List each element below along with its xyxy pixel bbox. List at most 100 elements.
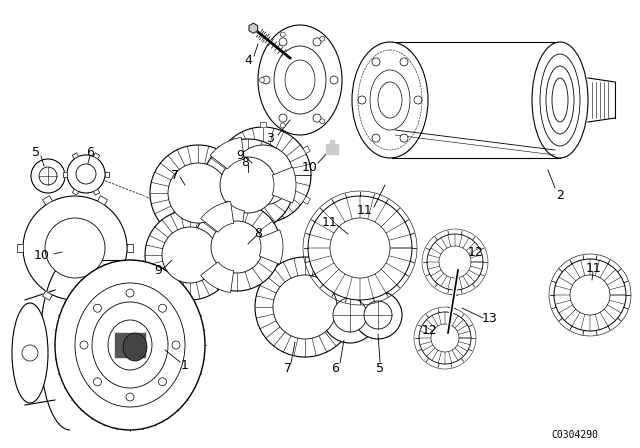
Ellipse shape bbox=[322, 287, 378, 343]
Circle shape bbox=[279, 38, 287, 46]
Ellipse shape bbox=[370, 70, 410, 130]
Text: 10: 10 bbox=[34, 249, 50, 262]
Ellipse shape bbox=[220, 157, 276, 213]
Circle shape bbox=[279, 114, 287, 122]
Ellipse shape bbox=[352, 42, 428, 158]
Ellipse shape bbox=[258, 25, 342, 135]
Ellipse shape bbox=[233, 145, 293, 205]
Circle shape bbox=[427, 234, 483, 290]
Polygon shape bbox=[222, 145, 227, 149]
Circle shape bbox=[80, 341, 88, 349]
Circle shape bbox=[39, 167, 57, 185]
Circle shape bbox=[93, 304, 102, 312]
Circle shape bbox=[414, 96, 422, 104]
Polygon shape bbox=[17, 244, 23, 252]
Text: 4: 4 bbox=[244, 53, 252, 66]
Ellipse shape bbox=[55, 260, 205, 430]
Polygon shape bbox=[63, 172, 67, 177]
Text: 11: 11 bbox=[357, 203, 373, 216]
Ellipse shape bbox=[123, 333, 147, 361]
Text: 6: 6 bbox=[331, 362, 339, 375]
Circle shape bbox=[67, 155, 105, 193]
Wedge shape bbox=[259, 230, 283, 264]
Ellipse shape bbox=[273, 275, 337, 339]
Polygon shape bbox=[144, 191, 146, 195]
Polygon shape bbox=[42, 196, 52, 205]
Polygon shape bbox=[250, 191, 252, 195]
Ellipse shape bbox=[75, 283, 185, 407]
Polygon shape bbox=[216, 146, 223, 154]
Ellipse shape bbox=[202, 139, 294, 231]
Ellipse shape bbox=[285, 60, 315, 100]
Circle shape bbox=[330, 218, 390, 278]
Text: 8: 8 bbox=[241, 155, 249, 168]
Text: 13: 13 bbox=[482, 311, 498, 324]
Text: 8: 8 bbox=[254, 227, 262, 240]
Ellipse shape bbox=[333, 298, 367, 332]
Circle shape bbox=[570, 275, 610, 315]
Ellipse shape bbox=[45, 218, 105, 278]
Circle shape bbox=[308, 196, 412, 300]
Ellipse shape bbox=[546, 66, 574, 134]
Polygon shape bbox=[330, 140, 334, 144]
Circle shape bbox=[126, 393, 134, 401]
Circle shape bbox=[31, 159, 65, 193]
Polygon shape bbox=[326, 144, 338, 154]
Wedge shape bbox=[201, 262, 234, 293]
Text: 11: 11 bbox=[586, 262, 602, 275]
Polygon shape bbox=[169, 145, 173, 149]
Ellipse shape bbox=[12, 303, 48, 403]
Circle shape bbox=[372, 134, 380, 142]
Text: 1: 1 bbox=[181, 358, 189, 371]
Circle shape bbox=[358, 96, 366, 104]
Ellipse shape bbox=[108, 320, 152, 370]
Ellipse shape bbox=[193, 203, 281, 291]
Ellipse shape bbox=[23, 196, 127, 300]
Polygon shape bbox=[97, 196, 108, 205]
Circle shape bbox=[22, 345, 38, 361]
Circle shape bbox=[313, 38, 321, 46]
Polygon shape bbox=[303, 196, 310, 204]
Ellipse shape bbox=[150, 145, 246, 241]
Text: 2: 2 bbox=[556, 189, 564, 202]
Text: C0304290: C0304290 bbox=[552, 430, 598, 440]
Ellipse shape bbox=[354, 291, 402, 339]
Ellipse shape bbox=[211, 221, 263, 273]
Ellipse shape bbox=[145, 210, 235, 300]
Polygon shape bbox=[115, 333, 145, 357]
Circle shape bbox=[400, 134, 408, 142]
Text: 9: 9 bbox=[236, 148, 244, 161]
Polygon shape bbox=[260, 122, 266, 127]
Polygon shape bbox=[97, 291, 108, 300]
Ellipse shape bbox=[255, 257, 355, 357]
Text: 12: 12 bbox=[468, 246, 484, 258]
Circle shape bbox=[372, 58, 380, 66]
Text: 11: 11 bbox=[322, 215, 338, 228]
Polygon shape bbox=[93, 189, 100, 195]
Text: 10: 10 bbox=[302, 160, 318, 173]
Circle shape bbox=[439, 246, 471, 278]
Circle shape bbox=[126, 289, 134, 297]
Circle shape bbox=[280, 32, 285, 37]
Circle shape bbox=[330, 76, 338, 84]
Circle shape bbox=[320, 36, 325, 41]
Circle shape bbox=[419, 312, 471, 364]
Circle shape bbox=[431, 324, 459, 352]
Polygon shape bbox=[303, 146, 310, 154]
Circle shape bbox=[313, 114, 321, 122]
Wedge shape bbox=[210, 201, 244, 233]
Text: 7: 7 bbox=[284, 362, 292, 375]
Circle shape bbox=[76, 164, 96, 184]
Polygon shape bbox=[127, 244, 133, 252]
Text: 6: 6 bbox=[86, 146, 94, 159]
Ellipse shape bbox=[532, 42, 588, 158]
Ellipse shape bbox=[274, 46, 326, 114]
Text: 12: 12 bbox=[422, 323, 438, 336]
Polygon shape bbox=[222, 237, 227, 241]
Ellipse shape bbox=[378, 82, 402, 118]
Polygon shape bbox=[93, 153, 100, 159]
Circle shape bbox=[93, 378, 102, 386]
Ellipse shape bbox=[215, 127, 311, 223]
Circle shape bbox=[400, 58, 408, 66]
Text: 5: 5 bbox=[32, 146, 40, 159]
